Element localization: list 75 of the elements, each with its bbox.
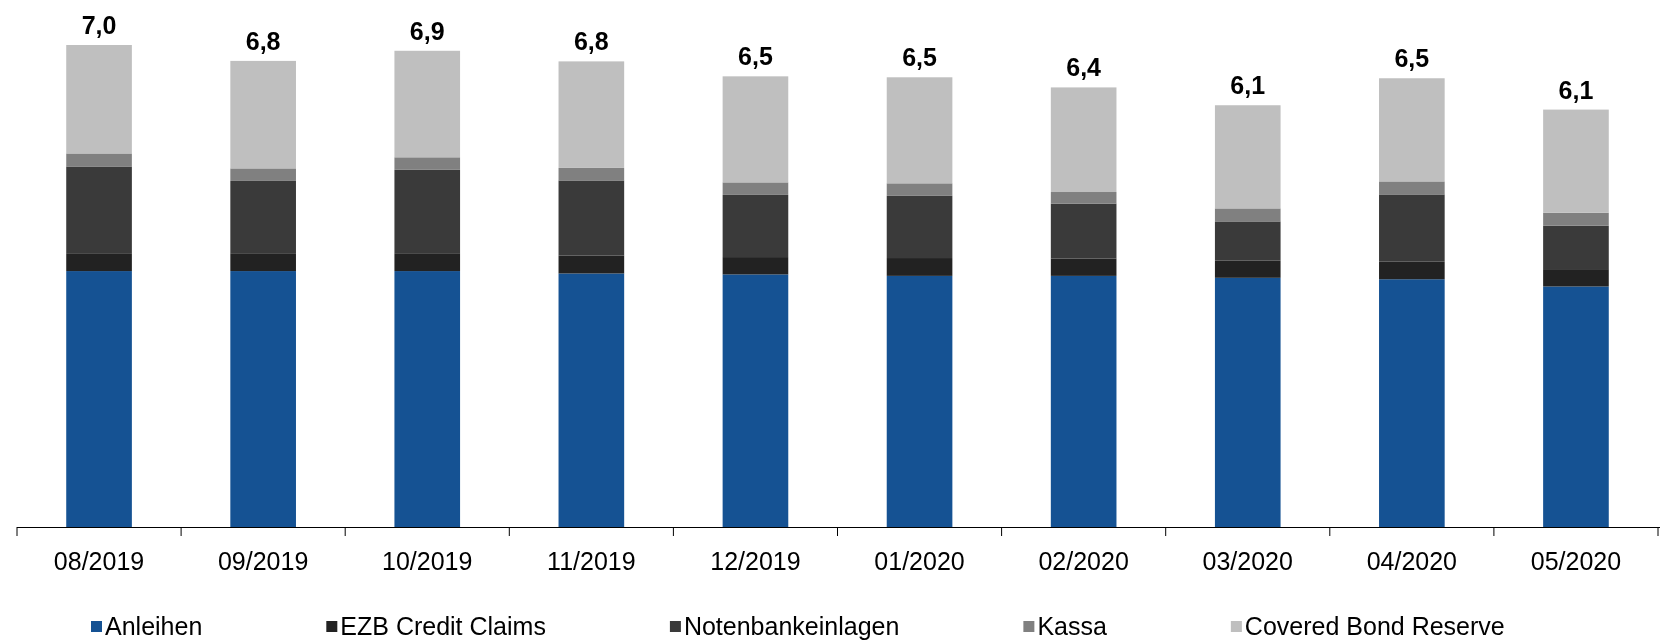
bar <box>66 45 132 154</box>
annotation: 7,0 <box>81 11 117 39</box>
legend-label: Anleihen <box>105 612 203 640</box>
x-tick-label: 11/2019 <box>547 547 636 575</box>
legend-label: Kassa <box>1037 612 1107 640</box>
bar <box>1050 192 1117 204</box>
annotation: 6,1 <box>1230 71 1266 100</box>
bar <box>558 167 625 181</box>
bar <box>1543 212 1609 226</box>
bar <box>1214 277 1281 527</box>
bar <box>886 183 953 196</box>
bar <box>1214 105 1281 209</box>
bar <box>1379 181 1445 195</box>
bar <box>230 253 296 272</box>
bar <box>1214 260 1281 278</box>
bar <box>722 182 789 195</box>
bar <box>1050 258 1117 276</box>
x-tick-label: 08/2019 <box>53 547 145 575</box>
x-tick-label: 05/2020 <box>1530 547 1622 575</box>
bar <box>1379 194 1445 262</box>
bar <box>1379 261 1445 280</box>
bar <box>558 61 625 168</box>
annotation: 6,1 <box>1558 75 1594 104</box>
annotation: 6,4 <box>1066 53 1102 82</box>
x-tick-label: 04/2020 <box>1366 547 1458 575</box>
bar <box>1543 269 1609 287</box>
bar <box>1379 78 1445 182</box>
bar <box>558 255 625 274</box>
legend-label: EZB Credit Claims <box>340 612 546 640</box>
bar <box>558 180 625 256</box>
annotation: 6,5 <box>902 43 938 72</box>
bar <box>1214 208 1281 222</box>
x-tick-label: 12/2019 <box>710 547 801 575</box>
bar <box>1050 275 1117 527</box>
bar <box>66 271 132 527</box>
x-tick-label: 01/2020 <box>874 547 965 575</box>
annotation: 6,8 <box>245 26 281 55</box>
bar <box>1050 203 1117 259</box>
bar <box>66 253 132 272</box>
bar <box>722 274 789 527</box>
bar <box>558 273 625 527</box>
bar <box>722 76 789 183</box>
annotation: 6,8 <box>573 27 609 56</box>
bar <box>230 168 296 181</box>
bar <box>722 257 789 275</box>
annotation: 6,9 <box>409 16 445 45</box>
bar <box>394 271 461 527</box>
bar <box>394 253 461 272</box>
x-tick-label: 02/2020 <box>1038 547 1129 575</box>
bar <box>886 77 953 184</box>
bar <box>394 50 461 158</box>
bar <box>1543 225 1609 270</box>
bar <box>230 60 296 169</box>
bar <box>886 258 953 276</box>
bar <box>886 195 953 259</box>
x-tick-label: 10/2019 <box>382 547 473 575</box>
bar <box>66 166 132 254</box>
legend-label: Notenbankeinlagen <box>683 612 900 640</box>
annotation: 6,5 <box>738 42 773 71</box>
bar <box>1543 286 1609 527</box>
x-tick-label: 09/2019 <box>217 547 309 575</box>
annotation: 6,5 <box>1394 44 1430 73</box>
bar <box>1543 109 1609 213</box>
bar <box>230 271 296 527</box>
bar <box>886 275 953 527</box>
bar <box>1379 279 1445 527</box>
bar <box>66 153 132 167</box>
bar <box>1214 221 1281 261</box>
bar <box>394 169 461 254</box>
bar <box>1050 87 1117 193</box>
x-tick-label: 03/2020 <box>1202 547 1293 575</box>
bar <box>722 194 789 258</box>
legend-label: Covered Bond Reserve <box>1244 612 1505 640</box>
bar <box>394 157 461 170</box>
bar <box>230 180 296 254</box>
